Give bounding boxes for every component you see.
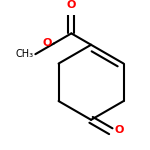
- Text: CH₃: CH₃: [15, 49, 33, 59]
- Text: O: O: [114, 125, 124, 135]
- Text: O: O: [67, 0, 76, 10]
- Text: O: O: [42, 38, 52, 48]
